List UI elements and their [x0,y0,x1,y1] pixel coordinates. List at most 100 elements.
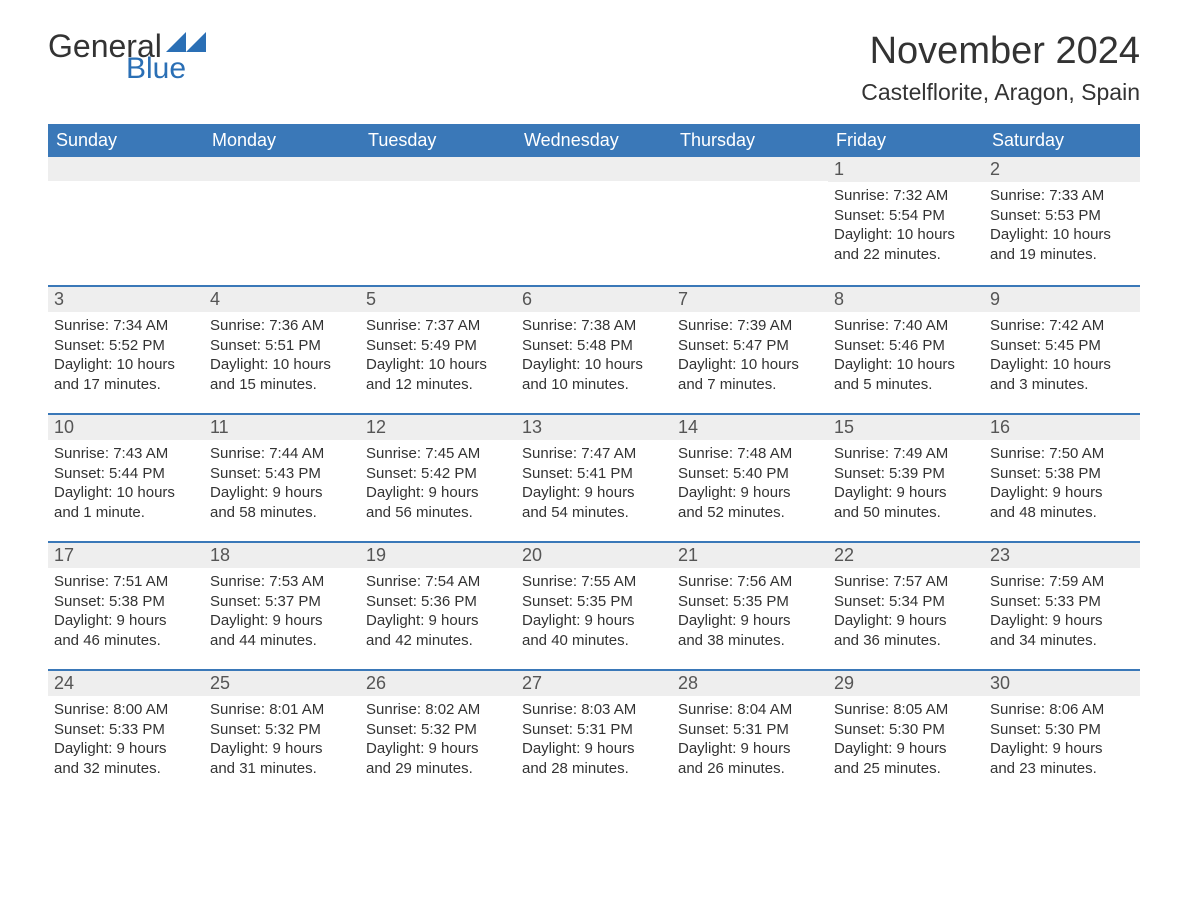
day-number: 10 [48,413,204,440]
weekday-header: Thursday [672,124,828,157]
sunrise-text: Sunrise: 7:43 AM [54,444,198,464]
daylight-text-1: Daylight: 9 hours [990,611,1134,631]
daylight-text-1: Daylight: 9 hours [366,483,510,503]
daylight-text-2: and 50 minutes. [834,503,978,523]
daylight-text-1: Daylight: 9 hours [54,739,198,759]
calendar-cell: 12Sunrise: 7:45 AMSunset: 5:42 PMDayligh… [360,413,516,541]
day-details: Sunrise: 7:56 AMSunset: 5:35 PMDaylight:… [672,568,828,656]
month-title: November 2024 [861,30,1140,73]
sunrise-text: Sunrise: 7:44 AM [210,444,354,464]
weekday-header: Friday [828,124,984,157]
daylight-text-2: and 29 minutes. [366,759,510,779]
calendar-cell: 13Sunrise: 7:47 AMSunset: 5:41 PMDayligh… [516,413,672,541]
calendar-cell: 11Sunrise: 7:44 AMSunset: 5:43 PMDayligh… [204,413,360,541]
day-number: 8 [828,285,984,312]
day-number: 18 [204,541,360,568]
title-block: November 2024 Castelflorite, Aragon, Spa… [861,30,1140,106]
daylight-text-2: and 48 minutes. [990,503,1134,523]
daylight-text-2: and 26 minutes. [678,759,822,779]
day-details: Sunrise: 7:38 AMSunset: 5:48 PMDaylight:… [516,312,672,400]
daylight-text-1: Daylight: 10 hours [54,483,198,503]
day-number: 20 [516,541,672,568]
sunrise-text: Sunrise: 7:54 AM [366,572,510,592]
logo-text-blue: Blue [126,54,206,84]
day-number: 19 [360,541,516,568]
sunrise-text: Sunrise: 8:03 AM [522,700,666,720]
sunset-text: Sunset: 5:49 PM [366,336,510,356]
sunset-text: Sunset: 5:30 PM [834,720,978,740]
sunset-text: Sunset: 5:33 PM [990,592,1134,612]
sunset-text: Sunset: 5:33 PM [54,720,198,740]
sunset-text: Sunset: 5:51 PM [210,336,354,356]
calendar-cell: 24Sunrise: 8:00 AMSunset: 5:33 PMDayligh… [48,669,204,797]
calendar-cell: 18Sunrise: 7:53 AMSunset: 5:37 PMDayligh… [204,541,360,669]
calendar-week-row: 24Sunrise: 8:00 AMSunset: 5:33 PMDayligh… [48,669,1140,797]
calendar-cell: 5Sunrise: 7:37 AMSunset: 5:49 PMDaylight… [360,285,516,413]
calendar-cell: 17Sunrise: 7:51 AMSunset: 5:38 PMDayligh… [48,541,204,669]
day-details: Sunrise: 7:47 AMSunset: 5:41 PMDaylight:… [516,440,672,528]
daylight-text-2: and 28 minutes. [522,759,666,779]
sunrise-text: Sunrise: 7:33 AM [990,186,1134,206]
day-number: 22 [828,541,984,568]
daylight-text-1: Daylight: 9 hours [678,611,822,631]
calendar-cell: 27Sunrise: 8:03 AMSunset: 5:31 PMDayligh… [516,669,672,797]
sunset-text: Sunset: 5:53 PM [990,206,1134,226]
sunrise-text: Sunrise: 8:06 AM [990,700,1134,720]
calendar-cell [48,157,204,285]
day-details: Sunrise: 7:43 AMSunset: 5:44 PMDaylight:… [48,440,204,528]
calendar-cell: 2Sunrise: 7:33 AMSunset: 5:53 PMDaylight… [984,157,1140,285]
daylight-text-1: Daylight: 9 hours [678,483,822,503]
daylight-text-2: and 1 minute. [54,503,198,523]
daylight-text-1: Daylight: 9 hours [366,611,510,631]
daylight-text-2: and 10 minutes. [522,375,666,395]
daylight-text-2: and 32 minutes. [54,759,198,779]
day-details: Sunrise: 8:03 AMSunset: 5:31 PMDaylight:… [516,696,672,784]
sunrise-text: Sunrise: 7:37 AM [366,316,510,336]
day-details: Sunrise: 7:39 AMSunset: 5:47 PMDaylight:… [672,312,828,400]
sunrise-text: Sunrise: 7:56 AM [678,572,822,592]
day-number: 9 [984,285,1140,312]
calendar-week-row: 3Sunrise: 7:34 AMSunset: 5:52 PMDaylight… [48,285,1140,413]
sunrise-text: Sunrise: 7:47 AM [522,444,666,464]
daylight-text-2: and 31 minutes. [210,759,354,779]
sunrise-text: Sunrise: 7:50 AM [990,444,1134,464]
calendar-cell: 15Sunrise: 7:49 AMSunset: 5:39 PMDayligh… [828,413,984,541]
calendar-cell [516,157,672,285]
weekday-header: Sunday [48,124,204,157]
weekday-header: Saturday [984,124,1140,157]
calendar-cell: 7Sunrise: 7:39 AMSunset: 5:47 PMDaylight… [672,285,828,413]
sunset-text: Sunset: 5:35 PM [522,592,666,612]
daylight-text-1: Daylight: 10 hours [210,355,354,375]
daylight-text-2: and 46 minutes. [54,631,198,651]
sunrise-text: Sunrise: 7:40 AM [834,316,978,336]
daylight-text-1: Daylight: 9 hours [210,611,354,631]
day-details: Sunrise: 8:06 AMSunset: 5:30 PMDaylight:… [984,696,1140,784]
daylight-text-2: and 25 minutes. [834,759,978,779]
calendar-cell: 1Sunrise: 7:32 AMSunset: 5:54 PMDaylight… [828,157,984,285]
weekday-header-row: Sunday Monday Tuesday Wednesday Thursday… [48,124,1140,157]
sunset-text: Sunset: 5:38 PM [54,592,198,612]
day-number: 15 [828,413,984,440]
sunset-text: Sunset: 5:31 PM [678,720,822,740]
sunrise-text: Sunrise: 7:36 AM [210,316,354,336]
empty-day-strip [516,157,672,181]
daylight-text-1: Daylight: 9 hours [522,611,666,631]
sunrise-text: Sunrise: 7:38 AM [522,316,666,336]
day-details: Sunrise: 7:54 AMSunset: 5:36 PMDaylight:… [360,568,516,656]
sunrise-text: Sunrise: 7:42 AM [990,316,1134,336]
calendar-cell: 25Sunrise: 8:01 AMSunset: 5:32 PMDayligh… [204,669,360,797]
daylight-text-1: Daylight: 9 hours [522,739,666,759]
header: General Blue November 2024 Castelflorite… [48,30,1140,106]
sunrise-text: Sunrise: 7:39 AM [678,316,822,336]
day-details: Sunrise: 7:44 AMSunset: 5:43 PMDaylight:… [204,440,360,528]
daylight-text-1: Daylight: 10 hours [990,225,1134,245]
day-number: 1 [828,157,984,182]
sunset-text: Sunset: 5:47 PM [678,336,822,356]
daylight-text-2: and 38 minutes. [678,631,822,651]
day-number: 29 [828,669,984,696]
sunrise-text: Sunrise: 7:55 AM [522,572,666,592]
day-number: 4 [204,285,360,312]
daylight-text-1: Daylight: 10 hours [990,355,1134,375]
sunset-text: Sunset: 5:54 PM [834,206,978,226]
calendar-cell: 21Sunrise: 7:56 AMSunset: 5:35 PMDayligh… [672,541,828,669]
